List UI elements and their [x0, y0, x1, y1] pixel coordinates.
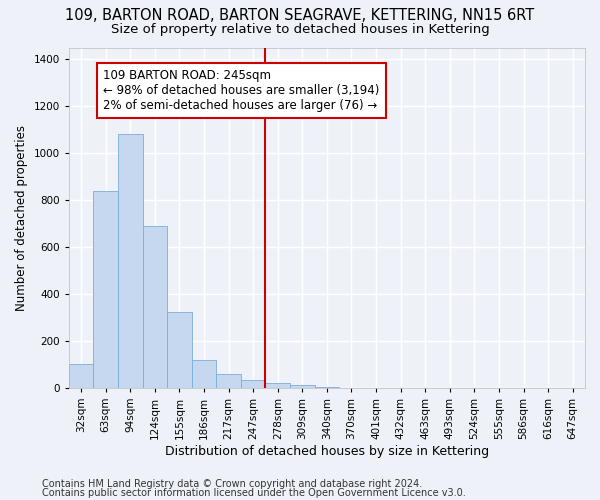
- Text: Size of property relative to detached houses in Kettering: Size of property relative to detached ho…: [110, 22, 490, 36]
- Text: 109, BARTON ROAD, BARTON SEAGRAVE, KETTERING, NN15 6RT: 109, BARTON ROAD, BARTON SEAGRAVE, KETTE…: [65, 8, 535, 22]
- Text: Contains HM Land Registry data © Crown copyright and database right 2024.: Contains HM Land Registry data © Crown c…: [42, 479, 422, 489]
- Bar: [192, 360, 217, 388]
- Bar: [118, 134, 143, 388]
- Bar: [265, 383, 290, 388]
- Text: 109 BARTON ROAD: 245sqm
← 98% of detached houses are smaller (3,194)
2% of semi-: 109 BARTON ROAD: 245sqm ← 98% of detache…: [103, 68, 380, 112]
- Bar: [69, 364, 94, 388]
- Y-axis label: Number of detached properties: Number of detached properties: [15, 124, 28, 310]
- Text: Contains public sector information licensed under the Open Government Licence v3: Contains public sector information licen…: [42, 488, 466, 498]
- Bar: [143, 226, 167, 388]
- Bar: [94, 190, 118, 388]
- Bar: [241, 380, 265, 388]
- Bar: [167, 312, 192, 388]
- Bar: [290, 386, 314, 388]
- Bar: [217, 374, 241, 388]
- Bar: [314, 386, 339, 388]
- X-axis label: Distribution of detached houses by size in Kettering: Distribution of detached houses by size …: [165, 444, 489, 458]
